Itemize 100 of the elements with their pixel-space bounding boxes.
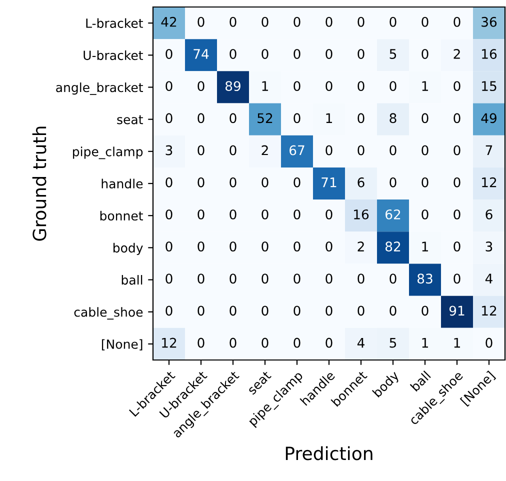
data-label: 0 xyxy=(422,209,428,220)
data-label: 0 xyxy=(294,113,300,124)
data-label: 0 xyxy=(294,306,300,316)
data-label: 0 xyxy=(230,177,236,188)
data-label: 0 xyxy=(230,113,236,124)
data-label: 4 xyxy=(357,338,364,348)
data-label: 0 xyxy=(166,113,172,124)
data-label: 67 xyxy=(290,145,304,156)
data-label: 0 xyxy=(262,306,268,316)
data-label: 0 xyxy=(166,209,172,220)
data-label: 0 xyxy=(262,338,268,348)
data-label: 0 xyxy=(230,338,236,348)
data-label: 6 xyxy=(358,177,364,188)
data-label: 2 xyxy=(454,48,460,59)
data-label: 83 xyxy=(418,274,432,284)
data-label: 0 xyxy=(326,81,332,92)
data-label: 0 xyxy=(198,113,204,124)
data-label: 0 xyxy=(326,48,332,59)
data-label: 0 xyxy=(422,48,428,59)
data-label: 0 xyxy=(390,145,396,156)
data-label: 0 xyxy=(198,338,204,348)
data-label: 0 xyxy=(294,338,300,348)
data-label: 0 xyxy=(294,209,300,220)
data-label: 0 xyxy=(454,145,460,156)
y-tick-label: handle xyxy=(102,178,143,188)
data-label: 0 xyxy=(198,145,204,156)
data-label: 0 xyxy=(326,209,332,220)
data-label: 1 xyxy=(262,81,268,91)
data-label: 0 xyxy=(454,81,460,92)
y-tick-label: U-bracket xyxy=(84,50,143,60)
data-label: 52 xyxy=(258,113,272,124)
y-tick-label: [None] xyxy=(102,339,142,350)
data-label: 82 xyxy=(386,242,400,252)
y-tick-label: angle_bracket xyxy=(56,82,143,95)
data-label: 0 xyxy=(358,16,364,27)
data-label: 0 xyxy=(230,48,236,59)
data-label: 0 xyxy=(358,48,364,59)
data-label: 0 xyxy=(358,274,364,284)
data-label: 0 xyxy=(294,274,300,284)
data-label: 0 xyxy=(262,274,268,284)
data-label: 0 xyxy=(454,113,460,124)
data-label: 0 xyxy=(230,145,236,156)
data-label: 0 xyxy=(358,113,364,124)
data-label: 0 xyxy=(230,274,236,284)
data-label: 0 xyxy=(454,16,460,27)
data-label: 16 xyxy=(482,48,497,59)
data-label: 0 xyxy=(358,306,364,316)
y-tick-label: pipe_clamp xyxy=(73,146,143,160)
y-tick-label: body xyxy=(113,242,143,256)
data-label: 7 xyxy=(486,145,492,156)
data-label: 1 xyxy=(326,113,332,123)
data-label: 0 xyxy=(230,209,236,220)
data-label: 0 xyxy=(422,306,428,316)
data-label: 49 xyxy=(481,113,496,124)
data-label: 0 xyxy=(294,177,300,188)
data-label: 0 xyxy=(486,338,492,348)
data-label: 0 xyxy=(166,48,172,59)
data-label: 0 xyxy=(358,81,364,92)
data-label: 0 xyxy=(390,16,396,27)
data-label: 0 xyxy=(198,81,204,92)
y-tick-label: L-bracket xyxy=(86,18,143,28)
data-label: 0 xyxy=(198,242,204,252)
data-label: 0 xyxy=(294,81,300,92)
data-label: 1 xyxy=(422,338,428,348)
data-label: 0 xyxy=(390,306,396,316)
data-label: 0 xyxy=(326,16,332,27)
data-label: 0 xyxy=(326,306,332,316)
data-label: 16 xyxy=(354,209,369,220)
data-label: 5 xyxy=(390,338,396,348)
data-label: 12 xyxy=(482,306,496,316)
data-label: 0 xyxy=(454,274,460,284)
data-label: 0 xyxy=(198,16,204,27)
data-label: 0 xyxy=(390,274,396,284)
data-label: 0 xyxy=(422,16,428,27)
y-tick-label: ball xyxy=(122,275,142,285)
data-label: 12 xyxy=(482,177,496,188)
data-label: 1 xyxy=(454,338,460,348)
data-label: 0 xyxy=(454,209,460,220)
data-label: 0 xyxy=(230,242,236,252)
data-label: 6 xyxy=(486,209,492,220)
data-label: 0 xyxy=(198,209,204,220)
data-label: 0 xyxy=(166,177,172,188)
data-label: 0 xyxy=(390,81,396,92)
data-label: 89 xyxy=(226,81,240,92)
data-label: 0 xyxy=(262,177,268,188)
data-label: 1 xyxy=(422,242,428,252)
data-label: 0 xyxy=(230,306,236,316)
data-label: 36 xyxy=(482,16,497,27)
data-label: 2 xyxy=(262,145,268,156)
data-label: 0 xyxy=(326,338,332,348)
data-label: 0 xyxy=(230,16,236,27)
data-label: 0 xyxy=(166,242,172,252)
y-tick-label: seat xyxy=(117,115,143,124)
data-label: 0 xyxy=(166,274,172,284)
data-label: 0 xyxy=(198,306,204,316)
y-axis-title: Ground truth xyxy=(32,126,46,241)
data-label: 0 xyxy=(262,209,268,220)
data-label: 71 xyxy=(322,178,336,188)
data-label: 5 xyxy=(390,49,396,59)
data-label: 0 xyxy=(454,242,460,252)
